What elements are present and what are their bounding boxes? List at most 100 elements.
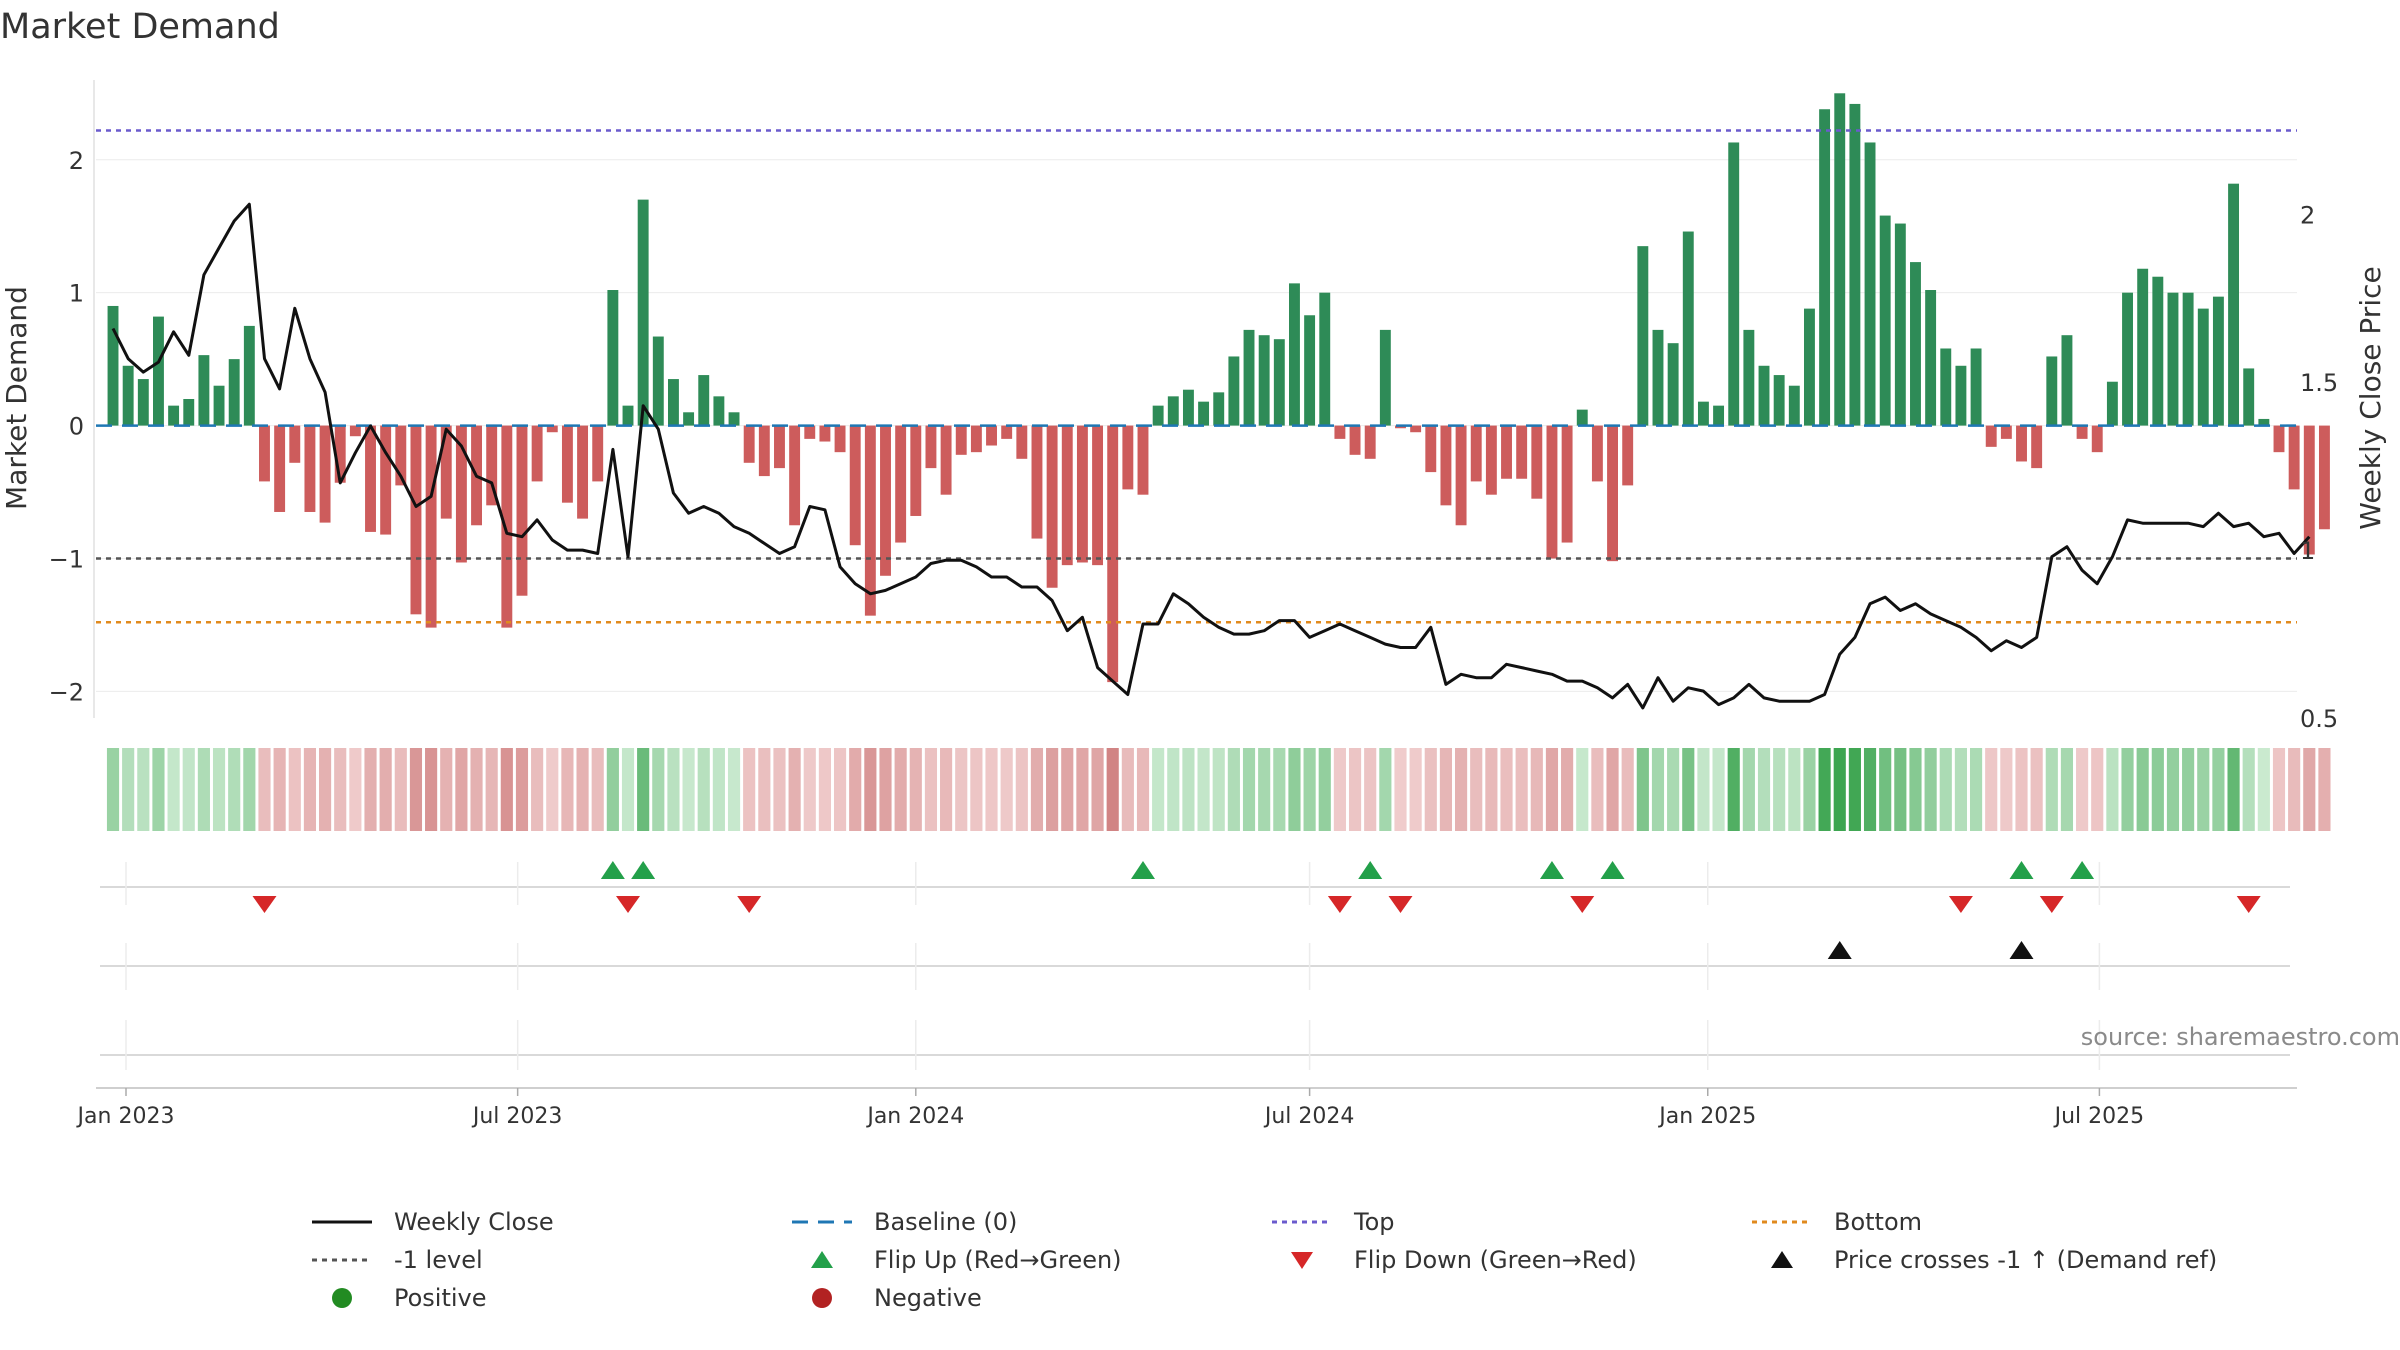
heat-cell <box>2166 748 2180 831</box>
heat-cell <box>182 748 195 831</box>
heat-cell <box>1394 748 1407 831</box>
flip-down-marker <box>2039 896 2064 913</box>
demand-bar <box>1092 425 1104 566</box>
heat-cell <box>1712 748 1725 831</box>
heat-cell <box>1333 748 1346 831</box>
heat-cell <box>137 748 150 831</box>
heat-cell <box>546 748 559 831</box>
heat-cell <box>940 748 953 831</box>
heat-cell <box>1530 748 1543 831</box>
heat-cell <box>470 748 483 831</box>
heat-cell <box>1258 748 1271 831</box>
heat-cell <box>1954 748 1967 831</box>
demand-bar <box>683 412 695 426</box>
demand-bar <box>940 425 952 495</box>
heat-cell <box>1273 748 1286 831</box>
heat-cell <box>500 748 513 831</box>
demand-bar <box>137 379 149 426</box>
demand-bar <box>1682 231 1694 426</box>
demand-bar <box>2000 425 2012 439</box>
demand-bar <box>1713 405 1725 426</box>
demand-bar <box>1894 223 1906 426</box>
heat-cell <box>955 748 968 831</box>
heat-cell <box>1591 748 1604 831</box>
heat-cell <box>379 748 392 831</box>
demand-bar <box>698 375 710 426</box>
demand-bar <box>365 425 376 532</box>
demand-bar <box>1031 425 1043 539</box>
heat-cell <box>1803 748 1816 831</box>
heat-cell <box>1485 748 1498 831</box>
heat-cell <box>1848 748 1861 831</box>
heat-cell <box>1288 748 1301 831</box>
heat-cell <box>970 748 983 831</box>
demand-bar <box>440 425 452 519</box>
heat-cell <box>1651 748 1665 831</box>
legend-item-positive: Positive <box>312 1284 487 1312</box>
heat-cell <box>1773 748 1786 831</box>
legend-item-baseline: Baseline (0) <box>792 1208 1017 1236</box>
heat-cell <box>455 748 468 831</box>
demand-bar <box>1637 246 1649 426</box>
demand-bar <box>713 396 725 426</box>
demand-bar <box>1228 356 1240 426</box>
right-axis: 0.5 1 1.5 2 <box>2300 201 2338 733</box>
heat-cell <box>2197 748 2210 831</box>
demand-bar <box>1182 389 1194 426</box>
heat-cell <box>212 748 226 831</box>
demand-bar <box>1940 348 1952 426</box>
heat-cell <box>2091 748 2104 831</box>
x-tick-label: Jul 2023 <box>471 1104 563 1129</box>
legend-item-top: Top <box>1272 1208 1395 1236</box>
heat-cell <box>1939 748 1952 831</box>
heat-cell <box>697 748 710 831</box>
heat-cell <box>1379 748 1392 831</box>
demand-bar <box>2016 425 2027 462</box>
heat-cell <box>228 748 241 831</box>
heat-cell <box>1167 748 1180 831</box>
demand-bar <box>1546 425 1558 559</box>
x-tick-label: Jan 2024 <box>865 1104 964 1129</box>
heat-cell <box>1046 748 1059 831</box>
heat-cell <box>803 748 816 831</box>
demand-bar <box>2228 183 2240 426</box>
demand-bar <box>1834 93 1846 426</box>
heat-cell <box>531 748 544 831</box>
demand-bar <box>1531 425 1543 499</box>
heat-cell <box>712 748 725 831</box>
demand-bar <box>1334 425 1346 439</box>
demand-bar <box>607 290 619 426</box>
demand-bar <box>1440 425 1452 506</box>
heat-cell <box>576 748 589 831</box>
heat-cell <box>1545 748 1559 831</box>
demand-bar <box>153 316 164 426</box>
demand-bar <box>107 305 119 426</box>
heat-cell <box>1212 748 1225 831</box>
right-tick-label: 0.5 <box>2300 705 2338 733</box>
demand-bar <box>622 405 634 426</box>
heat-cell <box>1076 748 1089 831</box>
demand-bar <box>1046 425 1058 588</box>
demand-bar <box>304 425 316 512</box>
demand-bar <box>1849 103 1861 426</box>
demand-bar <box>546 425 558 433</box>
demand-bar <box>380 425 392 535</box>
demand-bar <box>986 425 997 446</box>
legend-label: Flip Up (Red→Green) <box>874 1246 1122 1274</box>
demand-bar <box>895 425 907 543</box>
legend-label: Bottom <box>1834 1208 1923 1236</box>
demand-bar <box>1501 425 1512 479</box>
legend-item-price-cross: Price crosses -1 ↑ (Demand ref) <box>1752 1246 2217 1274</box>
legend-label: Positive <box>394 1284 487 1312</box>
positive-dot-icon <box>332 1288 352 1308</box>
heat-cell <box>2212 748 2225 831</box>
heat-cell <box>2288 748 2301 831</box>
signal-rows <box>100 861 2290 1070</box>
heat-cell <box>1152 748 1165 831</box>
demand-bars <box>107 93 2330 683</box>
heat-cell <box>2060 748 2074 831</box>
demand-bar <box>2182 292 2194 426</box>
demand-bar <box>1758 365 1770 426</box>
demand-bar <box>1622 425 1634 486</box>
demand-bar <box>1728 142 1740 426</box>
